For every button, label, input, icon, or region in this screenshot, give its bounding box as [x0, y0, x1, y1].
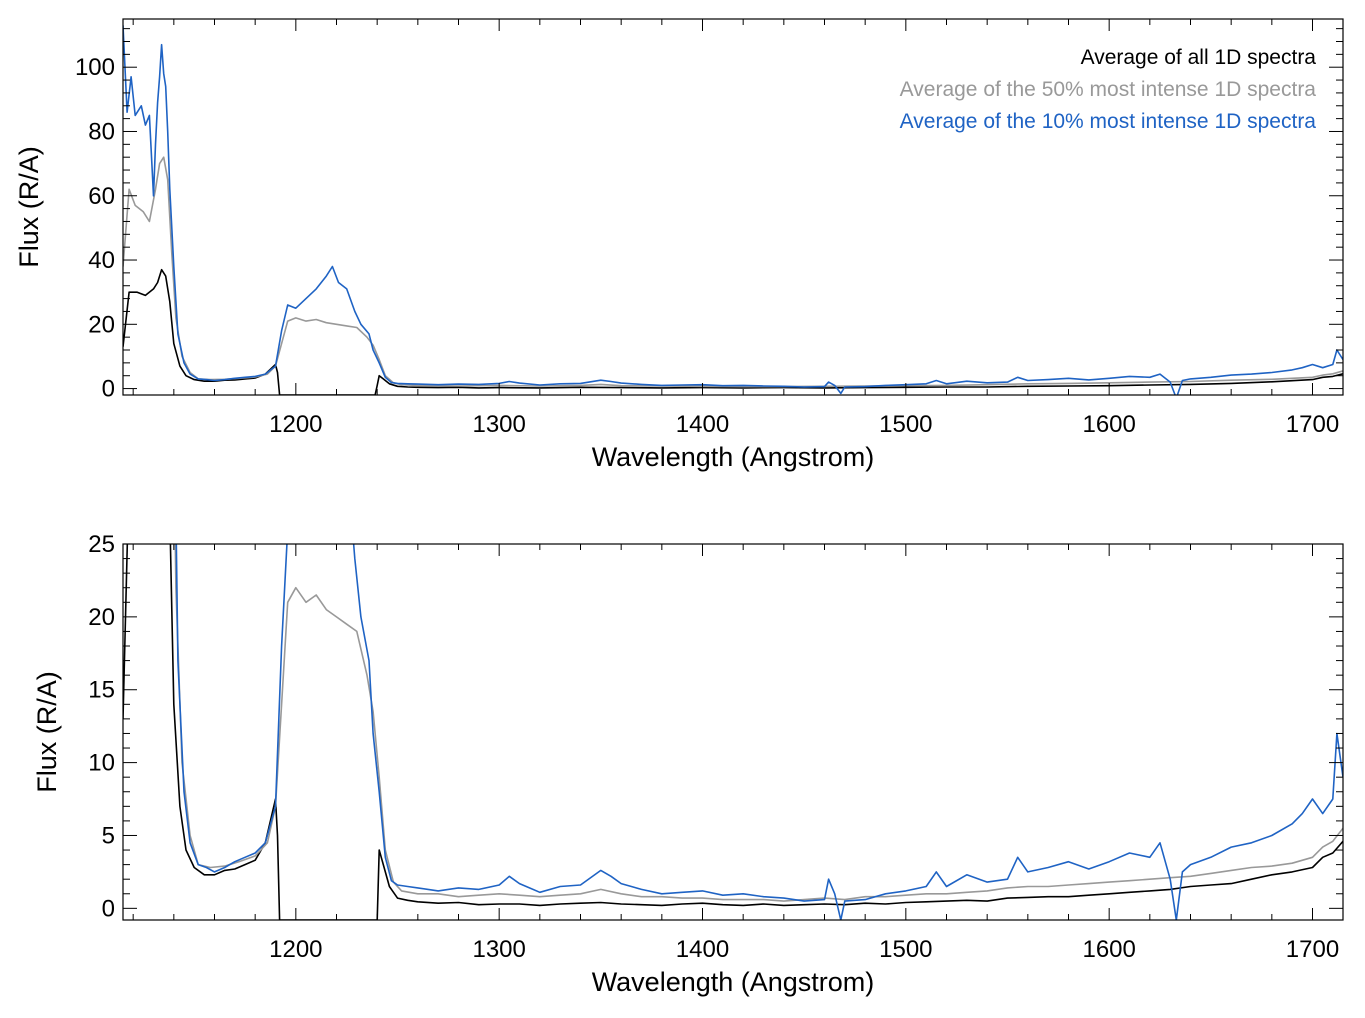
plot-frame — [122, 543, 1344, 921]
x-tick-label: 1500 — [879, 411, 932, 438]
chart-panel-1: 1200 1300 1400 1500 1600 1700 0 20 40 60 80 100 Wave… — [14, 18, 1344, 472]
chart-panel-2: 1200 1300 1400 1500 1600 1700 0 5 10 15 20 25 Wavele… — [32, 531, 1344, 997]
x-tick-label: 1700 — [1286, 936, 1339, 963]
y-tick-label: 15 — [88, 677, 115, 704]
x-tick-label: 1600 — [1082, 936, 1135, 963]
legend-entry-2: Average of the 50% most intense 1D spect… — [900, 78, 1317, 101]
x-tick-label: 1200 — [269, 411, 322, 438]
y-axis-label: Flux (R/A) — [14, 146, 44, 268]
x-tick-label: 1700 — [1286, 411, 1339, 438]
x-tick-label: 1500 — [879, 936, 932, 963]
y-tick-label: 60 — [88, 183, 115, 210]
y-tick-label: 20 — [88, 604, 115, 631]
y-axis-label: Flux (R/A) — [32, 671, 62, 793]
series-line-2 — [123, 156, 1343, 388]
x-tick-label: 1400 — [676, 936, 729, 963]
x-tick-label: 1400 — [676, 411, 729, 438]
y-tick-label: 100 — [75, 54, 115, 81]
x-axis-label: Wavelength (Angstrom) — [592, 442, 875, 472]
legend-entry-1: Average of all 1D spectra — [1081, 46, 1317, 69]
series-line-3 — [123, 25, 1343, 395]
x-tick-label: 1300 — [472, 936, 525, 963]
y-tick-label: 40 — [88, 247, 115, 274]
y-tick-label: 0 — [102, 895, 115, 922]
legend: Average of all 1D spectra Average of the … — [900, 46, 1317, 133]
x-axis-label: Wavelength (Angstrom) — [592, 967, 875, 997]
series-line-1 — [123, 544, 1343, 920]
x-tick-label: 1300 — [472, 411, 525, 438]
series-line-1 — [123, 268, 1343, 395]
y-tick-label: 5 — [102, 822, 115, 849]
series-line-3 — [175, 544, 1343, 920]
x-tick-label: 1200 — [269, 936, 322, 963]
y-tick-label: 80 — [88, 118, 115, 145]
y-tick-label: 0 — [102, 376, 115, 403]
y-tick-label: 20 — [88, 311, 115, 338]
x-tick-label: 1600 — [1082, 411, 1135, 438]
y-tick-label: 25 — [88, 531, 115, 558]
plot-frame — [122, 18, 1344, 396]
y-tick-label: 10 — [88, 750, 115, 777]
legend-entry-3: Average of the 10% most intense 1D spect… — [900, 110, 1317, 133]
